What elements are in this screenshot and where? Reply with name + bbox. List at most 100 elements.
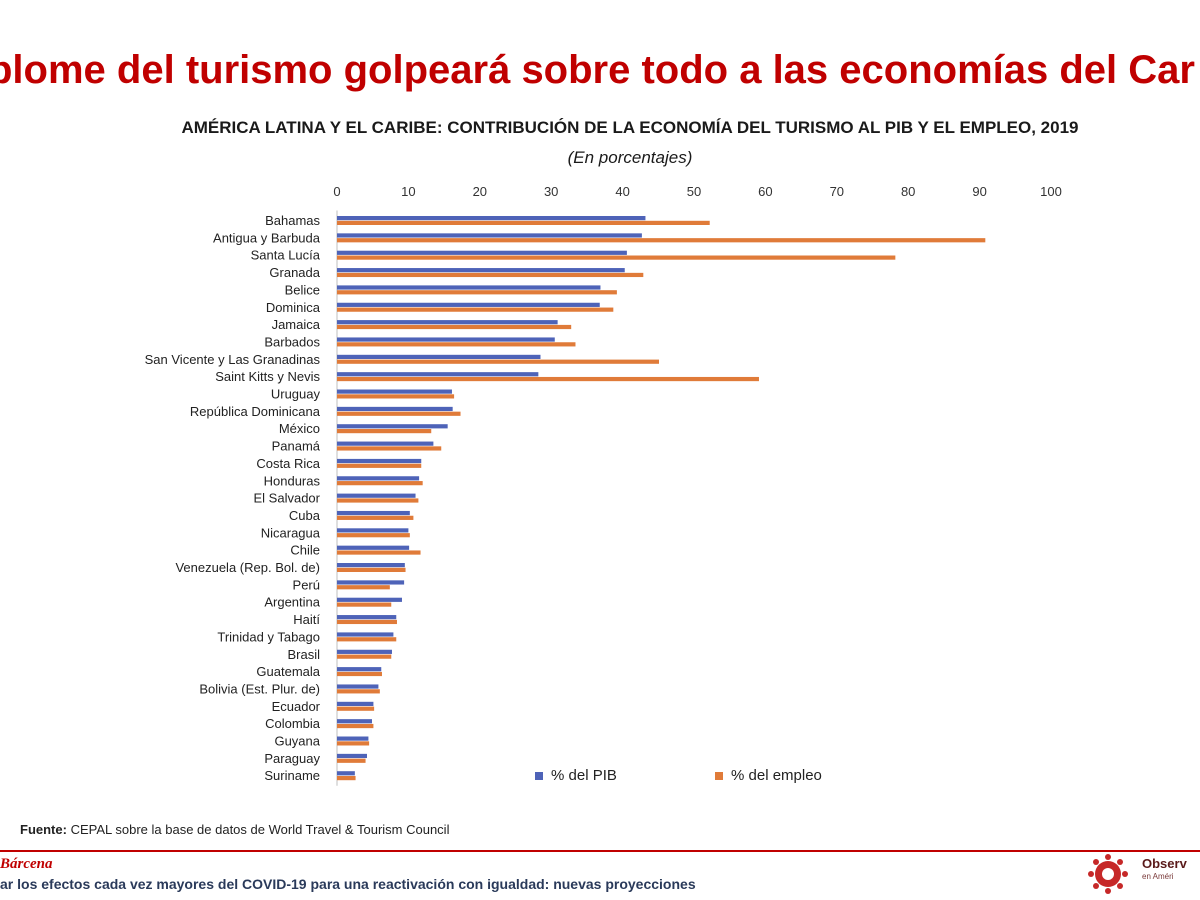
category-label: Panamá [272,439,321,454]
category-label: Argentina [264,595,320,610]
footer-divider [0,850,1200,852]
chart-title: AMÉRICA LATINA Y EL CARIBE: CONTRIBUCIÓN… [181,118,1079,137]
tourism-bar-chart: 0 10 20 30 40 50 60 70 80 90 100 Bahamas Antigua y B… [145,184,1062,786]
x-tick-label: 10 [401,184,415,199]
bar-empleo [337,602,392,607]
category-label: Suriname [264,768,320,783]
bar-pib [337,268,625,273]
x-tick-label: 20 [473,184,487,199]
bar-empleo [337,411,461,416]
bar-empleo [337,706,375,711]
observatory-logo-icon [1088,854,1128,894]
bar-empleo [337,238,986,243]
bar-pib [337,528,409,533]
category-label: Bolivia (Est. Plur. de) [199,681,320,696]
bar-pib [337,771,355,776]
footer-author: Bárcena [0,856,53,872]
bar-pib [337,320,558,325]
bar-pib [337,233,642,238]
bar-empleo [337,342,576,347]
bar-empleo [337,307,614,312]
bar-pib [337,337,555,342]
bar-empleo [337,671,382,677]
bar-pib [337,615,397,620]
bar-pib [337,493,416,498]
category-label: Paraguay [264,751,320,766]
legend-item-pib: % del PIB [535,767,617,784]
logo-text: Observ [1142,856,1187,871]
bar-empleo [337,654,392,659]
bar-pib [337,736,369,741]
category-label: Colombia [265,716,321,731]
bar-empleo [337,481,423,486]
category-label: Guyana [274,734,320,749]
bar-empleo [337,585,390,590]
bar-empleo [337,689,380,694]
bar-empleo [337,758,366,763]
bar-empleo [337,324,572,330]
legend-swatch-pib [535,771,543,780]
bar-pib [337,545,410,550]
category-label: Ecuador [272,699,321,714]
chart-subtitle: (En porcentajes) [567,148,693,167]
bar-empleo [337,429,432,434]
bar-pib [337,580,405,585]
category-label: Saint Kitts y Nevis [215,369,320,384]
x-tick-label: 40 [615,184,629,199]
bar-pib [337,250,627,255]
category-label: Barbados [264,334,320,349]
bar-empleo [337,272,644,278]
x-tick-label: 70 [830,184,844,199]
footer-text: ar los efectos cada vez mayores del COVI… [0,876,696,892]
bar-empleo [337,446,442,451]
bar-pib [337,406,453,412]
bar-pib [337,563,405,568]
category-label: Antigua y Barbuda [213,230,321,245]
legend-label-empleo: % del empleo [731,767,822,784]
category-label: El Salvador [254,491,321,506]
bar-empleo [337,463,422,468]
category-label: México [279,421,320,436]
bar-empleo [337,550,421,555]
bar-empleo [337,515,414,520]
bar-empleo [337,220,710,225]
bar-empleo [337,394,455,399]
bar-pib [337,719,372,724]
x-tick-label: 30 [544,184,558,199]
category-label: Haití [293,612,320,627]
x-tick-label: 60 [758,184,772,199]
bar-empleo [337,498,419,503]
category-label: Brasil [287,647,320,662]
bar-empleo [337,359,660,364]
category-label: Guatemala [256,664,320,679]
category-label: República Dominicana [190,404,321,419]
bar-empleo [337,741,370,746]
bar-pib [337,389,452,394]
bar-pib [337,302,600,307]
category-label: Honduras [264,473,321,488]
bar-pib [337,476,420,481]
category-label: Uruguay [271,387,321,402]
bar-pib [337,701,374,706]
bar-pib [337,354,541,359]
category-label: Dominica [266,300,321,315]
bar-empleo [337,533,410,538]
category-label: Costa Rica [256,456,320,471]
bar-pib [337,632,394,637]
legend-item-empleo: % del empleo [715,767,822,784]
bar-empleo [337,776,356,781]
bar-pib [337,216,646,221]
legend-label-pib: % del PIB [551,767,617,784]
category-label: Chile [290,543,320,558]
category-label: Perú [293,577,320,592]
category-label: Jamaica [272,317,321,332]
category-label: Trinidad y Tabago [217,629,320,644]
bar-pib [337,424,448,429]
bar-empleo [337,376,759,382]
source-text: CEPAL sobre la base de datos de World Tr… [70,822,450,837]
category-label: Bahamas [265,213,320,228]
bar-empleo [337,290,617,295]
source-note: Fuente: CEPAL sobre la base de datos de … [20,822,449,837]
bar-empleo [337,255,896,260]
bar-pib [337,458,422,464]
